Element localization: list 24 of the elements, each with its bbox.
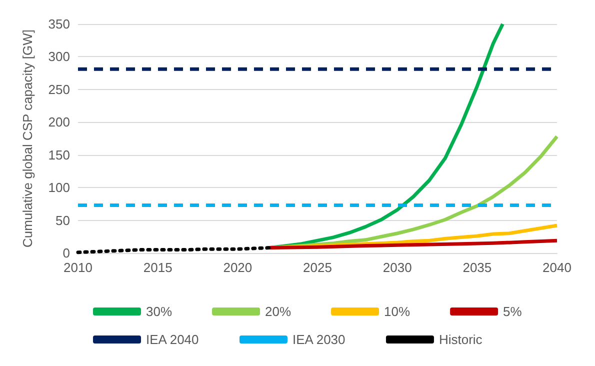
y-tick-label: 350 [48,16,70,32]
legend-label: IEA 2030 [292,332,346,347]
y-tick-label: 100 [48,180,70,196]
y-tick-label: 250 [48,82,70,97]
legend-label: 10% [384,304,410,319]
y-tick-label: 0 [62,246,70,260]
legend-label: 20% [265,304,292,319]
x-tick-label: 2020 [223,260,252,275]
y-tick-label: 200 [48,114,70,130]
x-tick-label: 2025 [303,260,332,275]
legend-label: 30% [146,304,172,319]
legend-label: 5% [503,304,522,319]
x-tick-label: 2030 [382,260,412,275]
x-tick-label: 2035 [462,260,492,275]
y-tick-label: 150 [48,147,70,162]
legend-label: Historic [438,332,483,347]
y-axis-title: Cumulative global CSP capacity [GW] [20,30,35,248]
y-tick-label: 50 [56,212,70,228]
legend-label: IEA 2040 [146,332,199,347]
x-tick-label: 2015 [143,260,172,275]
x-tick-label: 2010 [64,260,92,275]
line-series [268,238,559,250]
y-tick-label: 300 [48,49,70,64]
x-tick-label: 2040 [542,260,572,275]
